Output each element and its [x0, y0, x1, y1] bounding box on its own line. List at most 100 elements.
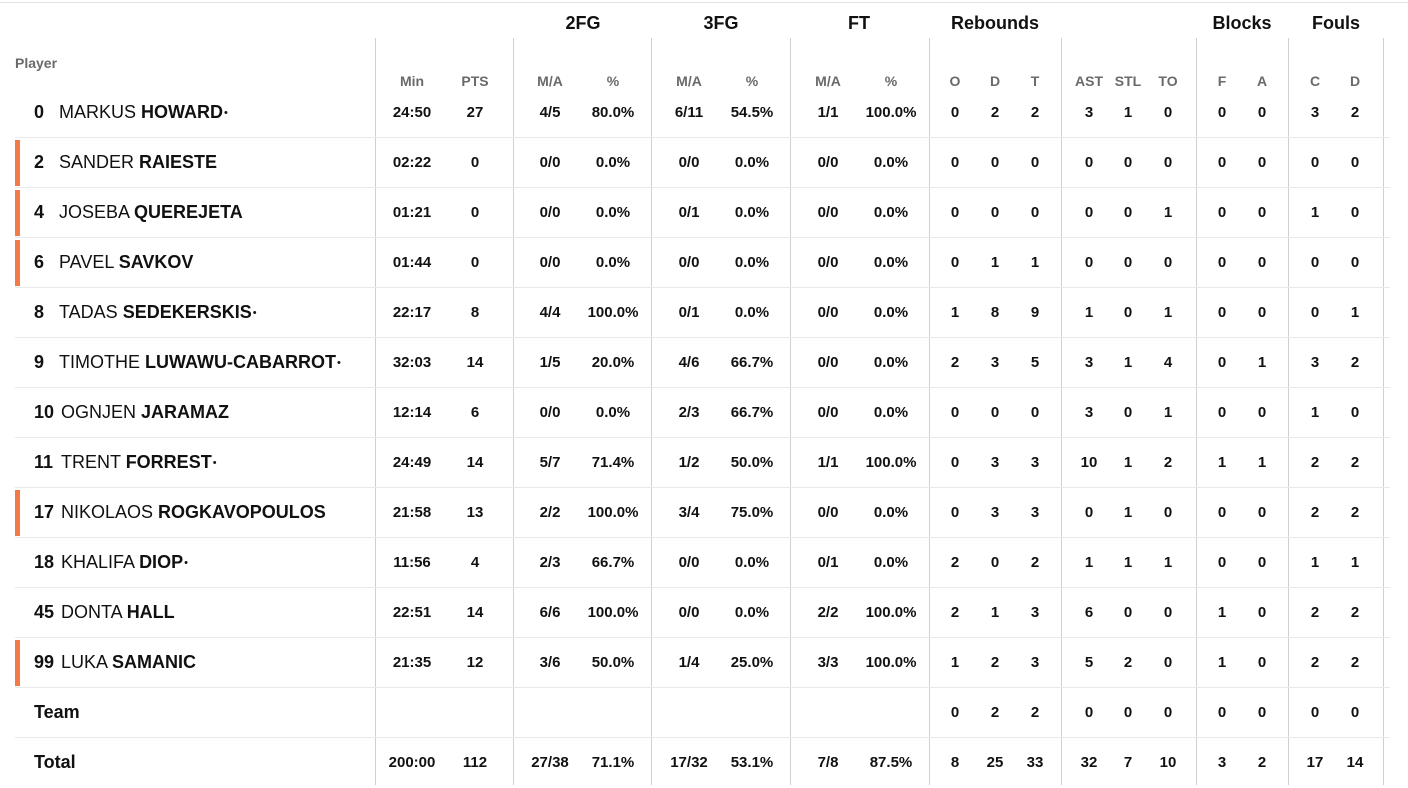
stat-cell: 1: [1217, 454, 1227, 471]
stat-cell: 0: [1030, 204, 1040, 221]
stat-cell: 12:14: [392, 404, 432, 421]
column-header: O: [949, 73, 961, 89]
stat-cell: 7: [1123, 754, 1133, 771]
stat-cell: 1: [950, 654, 960, 671]
stat-cell: 2/3: [539, 554, 561, 571]
stat-cell: 0: [1163, 504, 1173, 521]
player-name[interactable]: OGNJEN JARAMAZ: [61, 402, 229, 423]
stat-cell: 2: [1310, 454, 1320, 471]
stat-cell: 0.0%: [595, 204, 631, 221]
stat-cell: 0: [1123, 604, 1133, 621]
stat-cell: 32:03: [392, 354, 432, 371]
stat-cell: 0: [950, 504, 960, 521]
player-name[interactable]: LUKA SAMANIC: [61, 652, 196, 673]
stat-cell: 1: [1163, 554, 1173, 571]
stat-cell: 0: [950, 154, 960, 171]
stat-cell: 1: [990, 604, 1000, 621]
column-header: M/A: [537, 73, 563, 89]
stat-cell: 0: [1217, 504, 1227, 521]
stat-cell: 0: [1350, 704, 1360, 721]
player-name[interactable]: MARKUS HOWARD•: [59, 102, 228, 123]
player-name[interactable]: PAVEL SAVKOV: [59, 252, 193, 273]
column-header: %: [745, 73, 759, 89]
player-row: 9 TIMOTHE LUWAWU-CABARROT• 32:03 14 1/5 20.0%…: [0, 338, 1408, 388]
row-accent-bar: [15, 640, 20, 686]
stat-cell: 0: [470, 154, 480, 171]
stat-cell: 0.0%: [873, 404, 909, 421]
stat-cell: 2: [990, 104, 1000, 121]
column-divider: [1196, 38, 1197, 785]
player-name[interactable]: JOSEBA QUEREJETA: [59, 202, 243, 223]
stat-cell: 24:50: [392, 104, 432, 121]
stat-cell: 112: [462, 754, 488, 771]
stat-cell: 100.0%: [587, 604, 639, 621]
stat-cell: 0: [950, 704, 960, 721]
stat-cell: 17/32: [670, 754, 708, 771]
stat-cell: 2: [1030, 704, 1040, 721]
column-header: T: [1030, 73, 1040, 89]
stat-cell: 1: [1350, 304, 1360, 321]
stat-cell: 6/11: [674, 104, 704, 121]
stat-cell: 0/0: [817, 404, 839, 421]
player-row: 0 MARKUS HOWARD• 24:50 27 4/5 80.0% 6/11 54.5% 1…: [0, 88, 1408, 138]
stat-cell: 66.7%: [730, 354, 774, 371]
stat-cell: 7/8: [817, 754, 839, 771]
player-name[interactable]: KHALIFA DIOP•: [61, 552, 188, 573]
stat-cell: [722, 703, 782, 723]
stat-cell: 0: [1084, 504, 1094, 521]
player-last-name: HOWARD: [141, 102, 224, 122]
stat-cell: 01:21: [392, 204, 432, 221]
player-name[interactable]: TADAS SEDEKERSKIS•: [59, 302, 257, 323]
player-name[interactable]: TRENT FORREST•: [61, 452, 217, 473]
row-accent-bar: [15, 190, 20, 236]
stat-cell: [450, 703, 500, 723]
team-row-label: Team: [34, 702, 80, 722]
stat-cell: 12: [466, 654, 484, 671]
stat-cell: 0.0%: [873, 254, 909, 271]
stat-cell: 21:58: [392, 504, 432, 521]
stat-cell: 8: [950, 754, 960, 771]
stat-cell: 2: [990, 704, 1000, 721]
player-name[interactable]: NIKOLAOS ROGKAVOPOULOS: [61, 502, 326, 523]
stat-cell: 27: [466, 104, 484, 121]
player-name[interactable]: SANDER RAIESTE: [59, 152, 217, 173]
row-divider: [15, 287, 1390, 288]
column-divider: [375, 38, 376, 785]
stat-cell: 2: [1163, 454, 1173, 471]
column-header: STL: [1114, 73, 1142, 89]
stat-cell: 01:44: [392, 254, 432, 271]
row-accent-bar: [15, 490, 20, 536]
player-first-name: OGNJEN: [61, 402, 137, 422]
stat-cell: 2/2: [817, 604, 839, 621]
player-name[interactable]: DONTA HALL: [61, 602, 175, 623]
stat-cell: 1: [1310, 554, 1320, 571]
stat-cell: 66.7%: [591, 554, 635, 571]
stat-cell: 1: [1123, 354, 1133, 371]
stat-cell: 0: [1257, 604, 1267, 621]
stat-cell: 0: [1310, 304, 1320, 321]
stat-cell: 0/0: [539, 254, 561, 271]
starter-marker-icon: •: [336, 357, 341, 369]
stat-cell: 0: [1310, 154, 1320, 171]
row-divider: [15, 587, 1390, 588]
stat-cell: 0: [950, 454, 960, 471]
stat-cell: 0: [1084, 204, 1094, 221]
column-divider: [929, 38, 930, 785]
stat-cell: 0.0%: [595, 154, 631, 171]
stat-cell: [580, 703, 646, 723]
stat-cell: 80.0%: [591, 104, 635, 121]
player-column-header: Player: [15, 55, 58, 71]
stat-cell: 2: [1310, 504, 1320, 521]
stat-cell: 2: [1030, 104, 1040, 121]
stat-cell: 2: [1310, 604, 1320, 621]
player-first-name: TRENT: [61, 452, 121, 472]
stat-cell: 0.0%: [734, 554, 770, 571]
stat-cell: 10: [1080, 454, 1098, 471]
stat-cell: 0: [1310, 254, 1320, 271]
stat-cell: 4/4: [539, 304, 561, 321]
player-name[interactable]: TIMOTHE LUWAWU-CABARROT•: [59, 352, 341, 373]
stat-cell: 0: [1257, 254, 1267, 271]
player-last-name: ROGKAVOPOULOS: [158, 502, 326, 522]
player-number: 10: [34, 402, 55, 422]
stat-cell: 6/6: [539, 604, 561, 621]
